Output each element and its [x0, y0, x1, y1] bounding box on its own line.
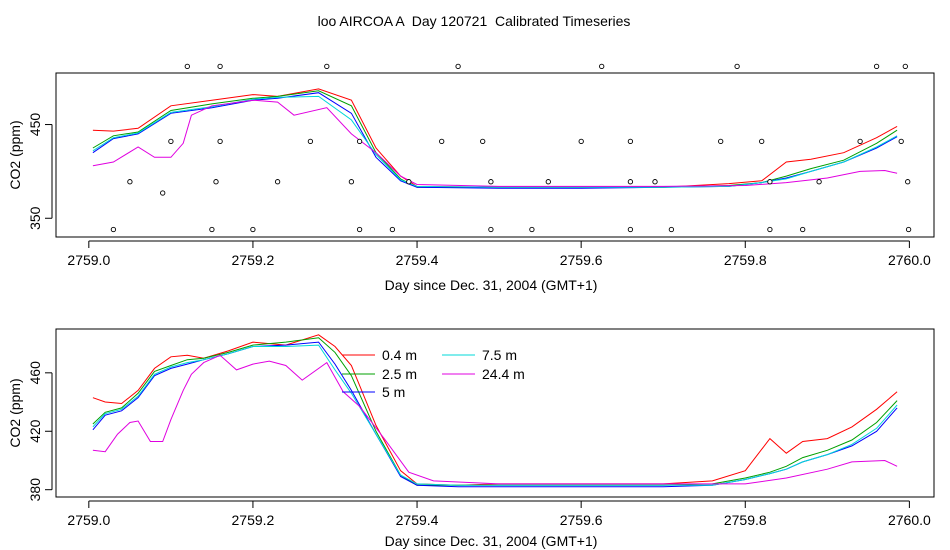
data-marker — [767, 179, 773, 185]
data-marker — [488, 226, 494, 233]
x-axis-label: Day since Dec. 31, 2004 (GMT+1) — [385, 533, 598, 549]
x-axis-label: Day since Dec. 31, 2004 (GMT+1) — [385, 277, 598, 293]
data-marker — [652, 179, 658, 185]
x-tick-label: 2759.8 — [724, 512, 767, 528]
data-marker — [480, 138, 486, 145]
y-axis-label: CO2 (ppm) — [7, 120, 23, 189]
data-marker — [718, 138, 724, 145]
plot-frame — [55, 328, 935, 498]
data-marker — [488, 179, 494, 185]
x-tick-label: 2759.6 — [560, 252, 603, 268]
plot-frame — [55, 72, 935, 238]
series-line — [92, 354, 898, 485]
x-tick-label: 2759.2 — [232, 512, 275, 528]
y-axis: 380 420 460 — [27, 361, 53, 502]
legend-label: 7.5 m — [482, 347, 517, 363]
series-line — [92, 337, 898, 486]
y-tick-label: 420 — [27, 419, 43, 443]
data-marker — [578, 138, 584, 145]
data-marker — [217, 138, 223, 145]
x-tick-label: 2759.0 — [67, 512, 110, 528]
series-line — [92, 92, 898, 189]
legend-label: 5 m — [382, 384, 405, 400]
data-marker — [529, 226, 535, 233]
data-marker — [455, 63, 461, 70]
x-tick-label: 2759.4 — [396, 252, 439, 268]
y-tick-label: 460 — [27, 361, 43, 385]
data-marker — [857, 138, 863, 145]
data-marker — [816, 179, 822, 185]
data-marker — [184, 63, 190, 70]
data-marker — [324, 63, 330, 70]
series-layer — [92, 88, 898, 189]
data-marker — [767, 226, 773, 233]
data-marker — [110, 226, 117, 233]
data-marker — [274, 179, 281, 185]
data-marker — [348, 179, 355, 185]
calibrated-timeseries-panel: 2759.0 2759.2 2759.4 2759.6 2759.8 2760.0 380… — [7, 328, 935, 549]
data-marker — [307, 138, 314, 145]
series-line — [92, 344, 898, 486]
data-marker — [902, 63, 908, 70]
data-marker — [627, 226, 634, 233]
data-marker — [668, 226, 675, 233]
series-line — [92, 99, 898, 187]
data-marker — [800, 226, 806, 233]
x-tick-label: 2760.0 — [888, 252, 931, 268]
data-marker — [759, 138, 765, 145]
series-layer — [92, 334, 898, 488]
x-tick-label: 2759.2 — [232, 252, 275, 268]
data-marker — [627, 138, 634, 145]
legend-label: 24.4 m — [482, 366, 525, 382]
data-marker — [356, 226, 363, 233]
data-marker — [209, 226, 215, 233]
series-line — [92, 341, 898, 488]
x-axis: 2759.0 2759.2 2759.4 2759.6 2759.8 2760.0 — [67, 240, 931, 268]
legend-label: 0.4 m — [382, 347, 417, 363]
legend-label: 2.5 m — [382, 366, 417, 382]
series-line — [92, 334, 898, 486]
y-axis: 350 450 — [27, 113, 53, 230]
y-axis-label: CO2 (ppm) — [7, 378, 23, 447]
y-tick-label: 380 — [27, 478, 43, 502]
x-axis: 2759.0 2759.2 2759.4 2759.6 2759.8 2760.0 — [67, 500, 931, 528]
x-tick-label: 2759.8 — [724, 252, 767, 268]
y-tick-label: 450 — [27, 113, 43, 137]
x-tick-label: 2759.6 — [560, 512, 603, 528]
data-marker — [160, 190, 166, 196]
data-marker — [356, 138, 363, 145]
calibrated-timeseries-panel: 2759.0 2759.2 2759.4 2759.6 2759.8 2760.0 350… — [7, 63, 935, 293]
data-marker — [873, 63, 880, 70]
series-line — [92, 95, 898, 188]
data-marker — [599, 63, 605, 70]
data-marker — [168, 138, 174, 145]
y-tick-label: 350 — [27, 206, 43, 230]
data-marker — [905, 226, 912, 233]
data-marker — [406, 179, 412, 185]
data-marker — [213, 179, 219, 185]
x-tick-label: 2760.0 — [888, 512, 931, 528]
legend: 0.4 m 2.5 m 5 m 7.5 m 24.4 m — [342, 347, 525, 400]
data-marker — [389, 226, 396, 233]
data-marker — [545, 179, 551, 185]
x-tick-label: 2759.4 — [396, 512, 439, 528]
data-marker — [627, 179, 634, 185]
data-marker — [217, 63, 223, 70]
data-marker — [250, 226, 256, 233]
data-marker — [439, 138, 445, 145]
data-marker — [127, 179, 133, 185]
x-tick-label: 2759.0 — [67, 252, 110, 268]
marker-layer — [110, 63, 912, 233]
data-marker — [905, 179, 911, 185]
page-title: loo AIRCOA A Day 120721 Calibrated Times… — [318, 13, 631, 29]
data-marker — [898, 138, 904, 145]
data-marker — [734, 63, 740, 70]
